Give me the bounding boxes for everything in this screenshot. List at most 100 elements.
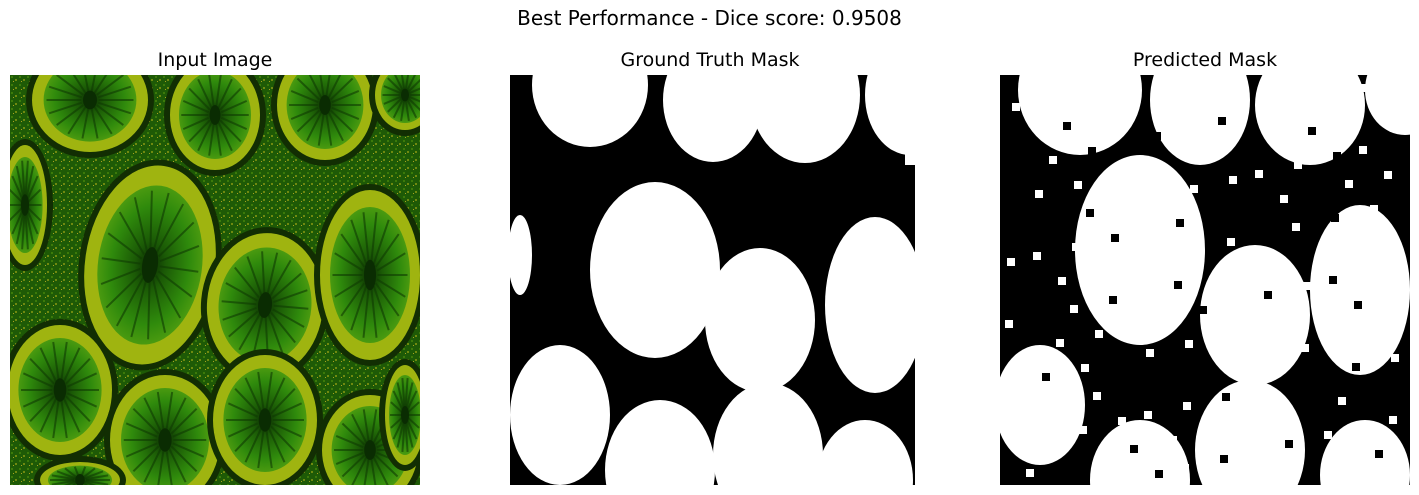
mask-pixel — [1079, 426, 1087, 434]
mask-pixel — [1028, 407, 1036, 415]
mask-pixel — [1204, 151, 1212, 159]
mask-pixel — [1257, 108, 1265, 116]
mask-pixel — [1375, 450, 1383, 458]
mask-pixel — [1072, 243, 1080, 251]
mask-pixel — [1248, 387, 1256, 395]
mask-pixel — [1116, 79, 1124, 87]
mask-region — [1200, 245, 1310, 385]
mask-pixel — [1301, 344, 1309, 352]
mask-pixel — [1000, 75, 1008, 83]
mask-region — [590, 182, 720, 358]
mask-pixel — [1280, 195, 1288, 203]
mask-pixel — [1155, 470, 1163, 478]
mask-pixel — [1148, 287, 1156, 295]
mask-pixel — [1315, 310, 1323, 318]
mask-pixel — [1366, 329, 1374, 337]
mask-left-margin — [505, 75, 510, 485]
mask-pixel — [1014, 441, 1022, 449]
mask-pixel — [1310, 465, 1318, 473]
mask-pixel — [1384, 171, 1392, 179]
mask-pixel — [1347, 118, 1355, 126]
mask-pixel — [1273, 412, 1281, 420]
mask-pixel — [1396, 199, 1404, 207]
mask-pixel — [1190, 185, 1198, 193]
mask-pixel — [1324, 431, 1332, 439]
mask-pixel — [1303, 282, 1311, 290]
mask-pixel — [1377, 388, 1385, 396]
mask-pixel — [1160, 315, 1168, 323]
ground-truth-title: Ground Truth Mask — [485, 48, 935, 72]
mask-pixel — [1338, 397, 1346, 405]
mask-pixel — [1063, 122, 1071, 130]
mask-pixel — [1109, 296, 1117, 304]
mask-pixel — [1345, 180, 1353, 188]
mask-pixel — [1081, 364, 1089, 372]
mask-pixel — [1322, 93, 1330, 101]
mask-pixel — [1169, 436, 1177, 444]
mask-pixel — [1243, 142, 1251, 150]
mask-pixel — [1229, 176, 1237, 184]
mask-pixel — [1107, 358, 1115, 366]
mask-pixel — [1271, 474, 1279, 482]
mask-pixel — [1051, 94, 1059, 102]
mask-pixel — [1317, 248, 1325, 256]
figure-title: Best Performance - Dice score: 0.9508 — [0, 5, 1419, 31]
mask-pixel — [1181, 464, 1189, 472]
ground-truth-mask — [505, 75, 915, 485]
mask-pixel — [1074, 181, 1082, 189]
mask-pixel — [1123, 262, 1131, 270]
mask-pixel — [1398, 137, 1406, 145]
input-image-panel: Input Image — [10, 44, 420, 485]
mask-pixel — [1206, 89, 1214, 97]
mask-pixel — [1037, 128, 1045, 136]
mask-pixel — [1118, 417, 1126, 425]
mask-region — [1075, 155, 1205, 345]
mask-pixel — [1058, 277, 1066, 285]
mask-pixel — [1331, 214, 1339, 222]
mask-pixel — [1222, 393, 1230, 401]
mask-pixel — [1255, 170, 1263, 178]
mask-pixel — [1192, 123, 1200, 131]
mask-pixel — [1241, 204, 1249, 212]
mask-pixel — [1005, 320, 1013, 328]
mask-pixel — [1026, 469, 1034, 477]
mask-pixel — [1174, 281, 1182, 289]
mask-region — [508, 215, 532, 295]
ground-truth-panel: Ground Truth Mask — [505, 44, 915, 485]
mask-pixel — [1070, 305, 1078, 313]
mask-pixel — [1049, 156, 1057, 164]
mask-pixel — [1035, 190, 1043, 198]
mask-pixel — [1176, 219, 1184, 227]
mask-pixel — [1361, 84, 1369, 92]
mask-pixel — [1391, 354, 1399, 362]
mask-pixel — [1292, 223, 1300, 231]
mask-pixel — [1359, 146, 1367, 154]
mask-pixel — [1352, 363, 1360, 371]
mask-pixel — [1093, 392, 1101, 400]
mask-pixel — [1111, 234, 1119, 242]
mask-right-margin — [905, 75, 915, 165]
mask-pixel — [1234, 421, 1242, 429]
mask-pixel — [1132, 383, 1140, 391]
mask-pixel — [1296, 99, 1304, 107]
mask-pixel — [1218, 117, 1226, 125]
predicted-title: Predicted Mask — [980, 48, 1419, 72]
input-image — [10, 75, 420, 485]
mask-pixel — [1211, 334, 1219, 342]
mask-pixel — [1185, 340, 1193, 348]
mask-pixel — [1146, 349, 1154, 357]
mask-pixel — [1250, 325, 1258, 333]
mask-pixel — [1003, 382, 1011, 390]
mask-pixel — [1382, 233, 1390, 241]
mask-pixel — [1088, 147, 1096, 155]
mask-pixel — [1137, 228, 1145, 236]
mask-pixel — [1130, 445, 1138, 453]
mask-pixel — [1287, 378, 1295, 386]
mask-pixel — [1162, 253, 1170, 261]
mask-pixel — [1065, 460, 1073, 468]
mask-pixel — [1368, 267, 1376, 275]
mask-pixel — [1285, 440, 1293, 448]
mask-region — [510, 345, 610, 485]
mask-pixel — [1308, 127, 1316, 135]
mask-pixel — [1329, 276, 1337, 284]
